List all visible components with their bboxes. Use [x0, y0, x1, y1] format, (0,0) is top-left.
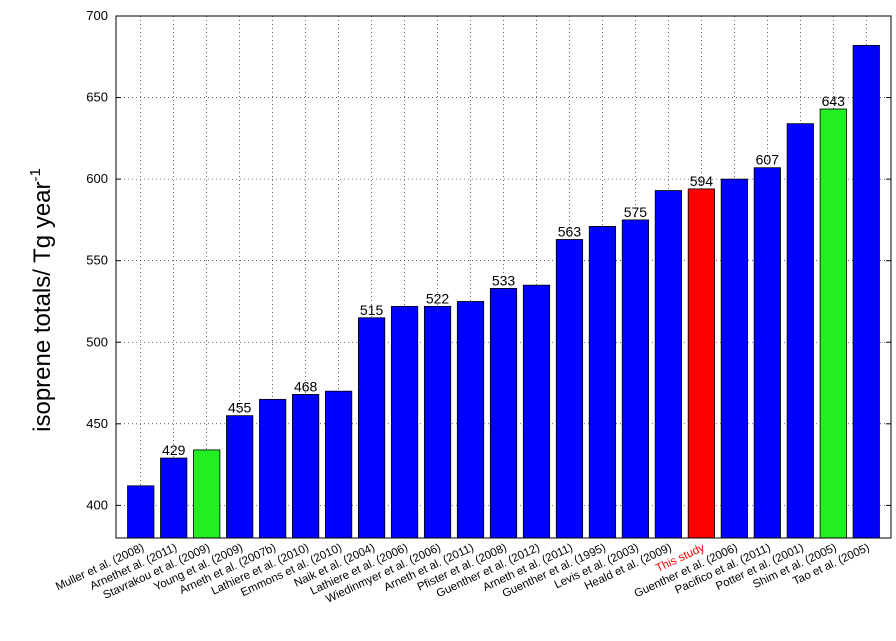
bar: [390, 305, 419, 539]
y-tick-label: 450: [86, 416, 108, 431]
bar-value-label: 607: [756, 152, 780, 168]
bar: [489, 288, 518, 539]
bar: [753, 167, 781, 539]
bar-value-label: 533: [492, 272, 516, 288]
y-tick-label: 600: [86, 171, 108, 186]
bar-value-label: 643: [822, 93, 846, 109]
bar: [654, 190, 682, 539]
bar: [423, 305, 452, 539]
bar: [687, 188, 715, 539]
y-tick-label: 400: [86, 497, 108, 512]
bar: [621, 219, 650, 539]
bar: [588, 226, 617, 539]
bar-value-label: 563: [558, 223, 582, 239]
bar: [127, 485, 155, 539]
y-tick-label: 650: [86, 90, 108, 105]
y-tick-label: 500: [86, 334, 108, 349]
x-axis-category-labels: Muller et al. (2008)Arnethet al. (2011)S…: [54, 542, 872, 606]
bar: [852, 44, 880, 539]
bar-value-label: 515: [360, 302, 384, 318]
bar: [720, 178, 748, 539]
bar: [522, 284, 551, 539]
bar-value-label: 522: [426, 290, 450, 306]
bar-value-label: 429: [162, 442, 186, 458]
bar: [292, 394, 320, 539]
bar: [819, 108, 847, 539]
bar-value-label: 575: [624, 204, 648, 220]
y-axis-ticks: 400 450 500 550 600 650 700: [86, 8, 891, 512]
y-tick-label: 550: [86, 253, 108, 268]
bar-value-label: 455: [228, 400, 252, 416]
bar-value-label: 468: [294, 378, 318, 394]
bar: [160, 457, 188, 539]
bars: [127, 44, 880, 539]
plot-border: [115, 15, 892, 539]
bar: [357, 317, 386, 539]
bar: [786, 123, 814, 539]
bar: [193, 449, 221, 539]
bar-value-label: 594: [690, 173, 714, 189]
y-axis-label: isoprene totals/ Tg year-1: [27, 168, 56, 432]
plot-area: 429 455 468 515 522 533 563 575 594 607 643 400 450…: [54, 8, 892, 606]
bar: [456, 301, 485, 539]
y-axis-label-superscript: -1: [27, 168, 44, 181]
bar: [325, 390, 353, 539]
bar: [259, 398, 287, 539]
bar: [555, 239, 584, 539]
y-tick-label: 700: [86, 8, 108, 23]
data-labels: 429 455 468 515 522 533 563 575 594 607 643: [162, 93, 845, 458]
bar: [226, 415, 254, 539]
